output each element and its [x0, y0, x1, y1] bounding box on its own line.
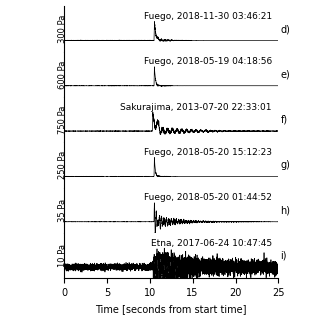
Y-axis label: 35 Pa: 35 Pa — [58, 199, 67, 222]
Text: Fuego, 2018-05-19 04:18:56: Fuego, 2018-05-19 04:18:56 — [144, 57, 272, 66]
Text: Sakurajima, 2013-07-20 22:33:01: Sakurajima, 2013-07-20 22:33:01 — [120, 102, 272, 111]
Text: e): e) — [281, 69, 290, 79]
Y-axis label: 250 Pa: 250 Pa — [58, 151, 67, 179]
Text: Fuego, 2018-11-30 03:46:21: Fuego, 2018-11-30 03:46:21 — [144, 12, 272, 21]
Text: i): i) — [281, 251, 287, 261]
Text: d): d) — [281, 24, 291, 34]
Y-axis label: 300 Pa: 300 Pa — [58, 15, 67, 43]
Text: Etna, 2017-06-24 10:47:45: Etna, 2017-06-24 10:47:45 — [151, 238, 272, 247]
Text: Fuego, 2018-05-20 01:44:52: Fuego, 2018-05-20 01:44:52 — [144, 193, 272, 202]
Y-axis label: 600 Pa: 600 Pa — [58, 60, 67, 89]
Y-axis label: 750 Pa: 750 Pa — [58, 106, 67, 134]
Text: h): h) — [281, 205, 291, 215]
Text: Fuego, 2018-05-20 15:12:23: Fuego, 2018-05-20 15:12:23 — [144, 148, 272, 157]
Text: f): f) — [281, 115, 288, 125]
X-axis label: Time [seconds from start time]: Time [seconds from start time] — [95, 304, 247, 314]
Text: g): g) — [281, 160, 291, 170]
Y-axis label: 10 Pa: 10 Pa — [58, 244, 67, 267]
